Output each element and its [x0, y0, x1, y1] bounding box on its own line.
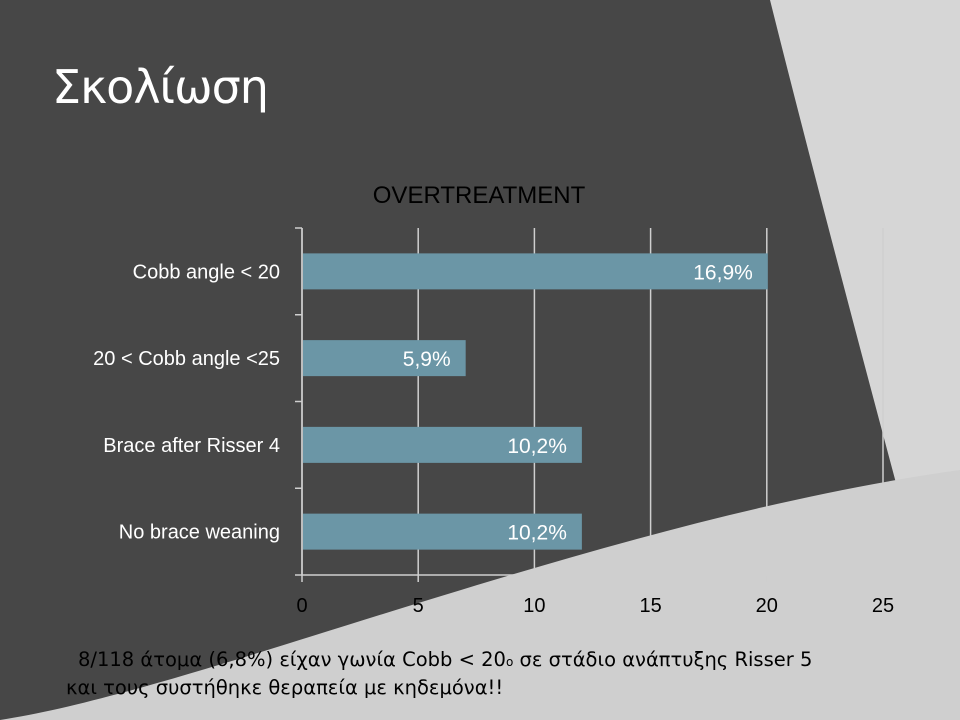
data-label-1: 16,9% — [693, 261, 753, 284]
category-label-1: Cobb angle < 20 — [133, 261, 280, 283]
x-tick-label-5: 5 — [413, 595, 424, 617]
chart-data-labels: 16,9% 5,9% 10,2% 10,2% — [403, 261, 753, 544]
x-tick-label-0: 0 — [296, 595, 307, 617]
x-tick-label-25: 25 — [872, 595, 894, 617]
category-label-3: Brace after Risser 4 — [103, 435, 280, 457]
footnote-line-2: και τους συστήθηκε θεραπεία με κηδεμόνα!… — [66, 676, 504, 699]
bar-2 — [303, 340, 466, 377]
footnote-line-1-start: 8/118 άτομα (6,8%) είχαν γωνία Cobb < 20 — [78, 648, 506, 671]
data-label-2: 5,9% — [403, 348, 451, 371]
bar-1 — [303, 253, 768, 290]
chart-title: OVERTREATMENT — [373, 182, 586, 209]
x-tick-label-20: 20 — [756, 595, 778, 617]
x-tick-label-15: 15 — [639, 595, 661, 617]
chart-bars — [303, 253, 768, 550]
chart-x-tick-labels: 0 5 10 15 20 25 — [296, 595, 894, 617]
category-label-2: 20 < Cobb angle <25 — [93, 348, 280, 370]
footnote: 8/118 άτομα (6,8%) είχαν γωνία Cobb < 20… — [66, 646, 946, 702]
bar-3 — [303, 426, 582, 463]
category-label-4: No brace weaning — [119, 522, 280, 544]
slide-title: Σκολίωση — [52, 60, 269, 114]
degree-superscript: ο — [505, 655, 514, 669]
bg-light-swoosh — [0, 470, 960, 720]
footnote-line-1: 8/118 άτομα (6,8%) είχαν γωνία Cobb < 20… — [66, 646, 946, 674]
footnote-line-1-end: σε στάδιο ανάπτυξης Risser 5 — [513, 648, 813, 671]
data-label-3: 10,2% — [507, 435, 567, 458]
x-tick-label-10: 10 — [523, 595, 545, 617]
data-label-4: 10,2% — [507, 522, 567, 545]
bar-4 — [303, 513, 582, 550]
chart-category-labels: Cobb angle < 20 20 < Cobb angle <25 Brace … — [93, 261, 280, 543]
